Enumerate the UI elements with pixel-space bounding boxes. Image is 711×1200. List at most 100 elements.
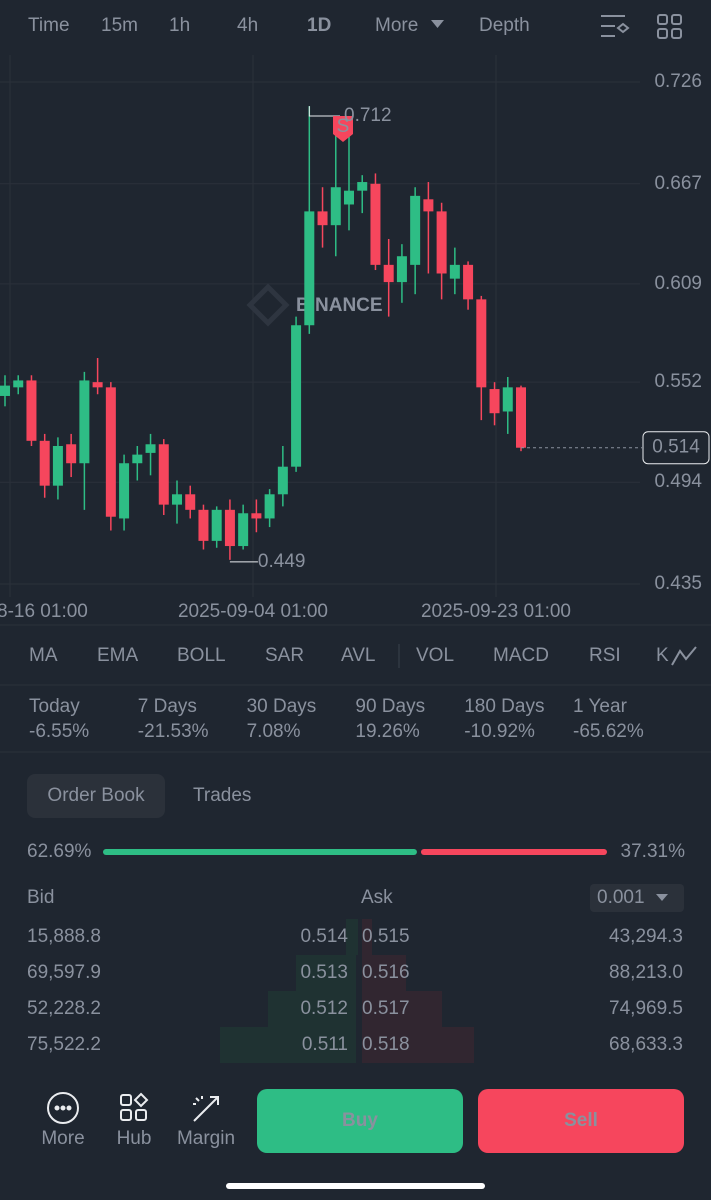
period-change: -6.55% (29, 721, 89, 742)
period-label: 30 Days (247, 696, 317, 717)
interval-tab[interactable]: Time (28, 15, 70, 36)
candle-body (172, 494, 182, 505)
period-label: 180 Days (464, 696, 544, 717)
bid-qty: 52,228.2 (27, 998, 101, 1019)
candle-body (119, 463, 130, 519)
bid-price: 0.512 (300, 998, 348, 1019)
low-label: 0.449 (258, 551, 306, 572)
ask-depth (362, 955, 406, 991)
interval-tab[interactable]: 15m (101, 15, 138, 36)
action-label[interactable]: Margin (177, 1128, 235, 1149)
settings-icon[interactable] (601, 15, 630, 37)
watermark-logo (246, 283, 290, 327)
candle-body (489, 389, 500, 414)
candle-body (383, 264, 394, 283)
period-change: 19.26% (355, 721, 420, 742)
y-tick-label: 0.552 (654, 371, 702, 392)
hub-icon-part (133, 1092, 149, 1108)
interval-tab[interactable]: Depth (479, 15, 530, 36)
action-label[interactable]: More (41, 1128, 84, 1149)
bid-price: 0.514 (300, 926, 348, 947)
indicator-icon[interactable] (671, 646, 697, 666)
interval-tab[interactable]: 1D (307, 15, 331, 36)
hub-icon (120, 1094, 132, 1106)
ask-qty: 88,213.0 (609, 962, 683, 983)
candle-body (396, 256, 407, 283)
tab[interactable]: Trades (193, 785, 251, 806)
hub-icon-part (135, 1109, 147, 1121)
bid-depth (268, 991, 356, 1027)
dropdown-arrow (431, 20, 444, 28)
tab-active-bg (27, 774, 165, 818)
candle-body (198, 509, 209, 541)
bid-depth (220, 1027, 356, 1063)
high-leader (308, 106, 340, 117)
bid-ratio: 62.69% (27, 841, 92, 862)
indicator-tab[interactable]: BOLL (177, 645, 226, 666)
more-icon (47, 1092, 79, 1124)
indicator-tab[interactable]: K (656, 645, 669, 666)
candle-body (357, 182, 368, 191)
precision: 0.001 (597, 887, 645, 908)
bid-qty: 15,888.8 (27, 926, 101, 947)
buy-button[interactable] (257, 1089, 463, 1153)
y-tick-label: 0.726 (654, 71, 702, 92)
bid-qty: 69,597.9 (27, 962, 101, 983)
precision-arrow (656, 894, 668, 901)
indicator-tab[interactable]: VOL (416, 645, 454, 666)
y-tick-label: 0.435 (654, 573, 702, 594)
action-label[interactable]: Hub (117, 1128, 152, 1149)
ask-depth (362, 1027, 474, 1063)
candle-body (66, 444, 77, 464)
candle-body (132, 454, 143, 464)
period-label: 90 Days (355, 696, 425, 717)
candle-body (185, 494, 196, 510)
bid-header: Bid (27, 887, 54, 908)
candle-body (291, 325, 302, 467)
indicator-tab[interactable]: EMA (97, 645, 139, 666)
period-label: 7 Days (138, 696, 197, 717)
y-tick-label: 0.494 (654, 471, 702, 492)
chart-area (0, 55, 711, 597)
candle-body (317, 211, 328, 226)
action-icons (47, 1092, 219, 1124)
ask-price: 0.518 (362, 1034, 410, 1055)
candle-body (463, 264, 474, 300)
indicator-tab[interactable]: MACD (493, 645, 549, 666)
candle-body (145, 444, 156, 453)
ask-depth (362, 991, 442, 1027)
interval-tab[interactable]: 1h (169, 15, 190, 36)
ask-price: 0.516 (362, 962, 410, 983)
candle-body (105, 387, 116, 517)
candle-body (251, 513, 262, 519)
indicator-tab[interactable]: RSI (589, 645, 621, 666)
bid-price: 0.513 (300, 962, 348, 983)
indicator-tab[interactable]: AVL (341, 645, 376, 666)
tab[interactable]: Order Book (47, 785, 145, 806)
indicator-tab[interactable]: MA (29, 645, 58, 666)
sell-button[interactable] (478, 1089, 684, 1153)
interval-tab[interactable]: 4h (237, 15, 258, 36)
candle-body (26, 380, 37, 441)
layout-icon-part (671, 28, 682, 39)
candle-body (211, 509, 222, 541)
watermark: BINANCE (296, 295, 383, 316)
dot (66, 1105, 72, 1111)
candle-body (224, 509, 235, 547)
candle-body (449, 264, 460, 279)
candle-body (52, 445, 63, 486)
indicator-tab[interactable]: SAR (265, 645, 304, 666)
layout-icon[interactable] (657, 14, 668, 25)
candle-body (344, 190, 354, 205)
x-tick-label: 2025-09-04 01:00 (178, 601, 328, 622)
hub-icon-part (120, 1109, 132, 1121)
layout-icon-part (657, 28, 668, 39)
candle-body (238, 513, 249, 547)
ask-price: 0.517 (362, 998, 410, 1019)
bid-qty: 75,522.2 (27, 1034, 101, 1055)
ask-qty: 43,294.3 (609, 926, 683, 947)
interval-tab[interactable]: More (375, 15, 418, 36)
precision-box[interactable] (590, 884, 684, 912)
margin-icon (193, 1096, 219, 1122)
signal-label: S (337, 116, 350, 137)
